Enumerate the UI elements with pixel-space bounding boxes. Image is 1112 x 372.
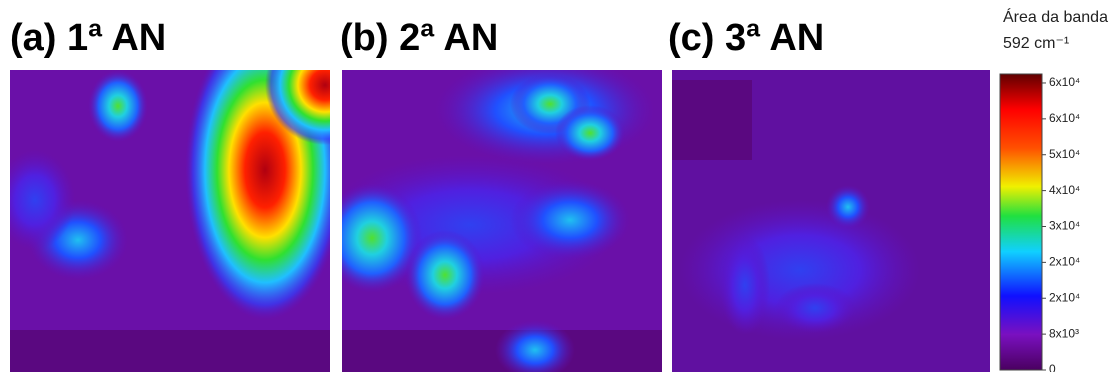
panel-title: (b) 2ª AN xyxy=(340,17,498,59)
tick-label: 0 xyxy=(1049,362,1056,372)
map-b xyxy=(342,70,662,372)
tick-label: 4x10⁴ xyxy=(1049,183,1080,197)
tick-label: 2x10⁴ xyxy=(1049,290,1080,304)
tick-label: 3x10⁴ xyxy=(1049,219,1080,233)
colorbar xyxy=(999,73,1043,371)
map-c xyxy=(672,70,990,372)
panel-title: (c) 3ª AN xyxy=(668,17,824,59)
tick-label: 8x10³ xyxy=(1049,326,1079,340)
tick-label: 6x10⁴ xyxy=(1049,75,1080,89)
panel-title: (a) 1ª AN xyxy=(10,17,166,59)
map-a xyxy=(10,70,330,372)
colorbar-title: 592 cm⁻¹ xyxy=(1003,35,1069,52)
tick-label: 6x10⁴ xyxy=(1049,111,1080,125)
colorbar-title: Área da banda xyxy=(1003,7,1108,26)
tick-label: 5x10⁴ xyxy=(1049,147,1080,161)
tick-label: 2x10⁴ xyxy=(1049,255,1080,269)
